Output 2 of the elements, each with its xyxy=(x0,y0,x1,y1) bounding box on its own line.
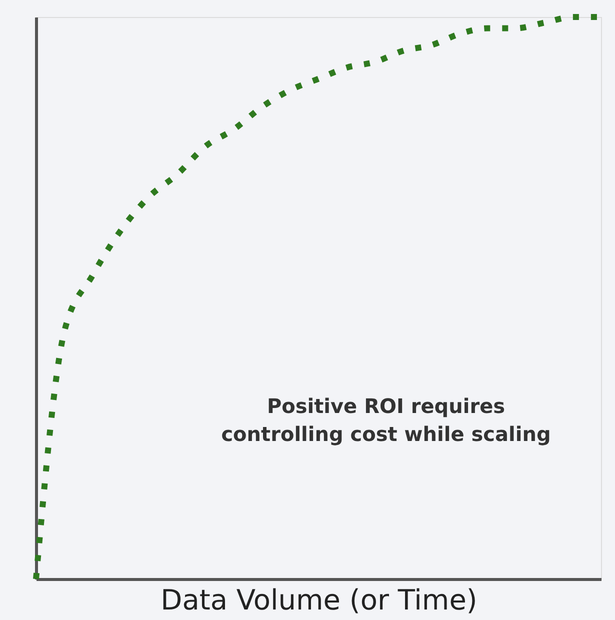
annotation: Positive ROI requires controlling cost while scaling xyxy=(221,394,551,446)
x-axis-title: Data Volume (or Time) xyxy=(160,584,478,616)
